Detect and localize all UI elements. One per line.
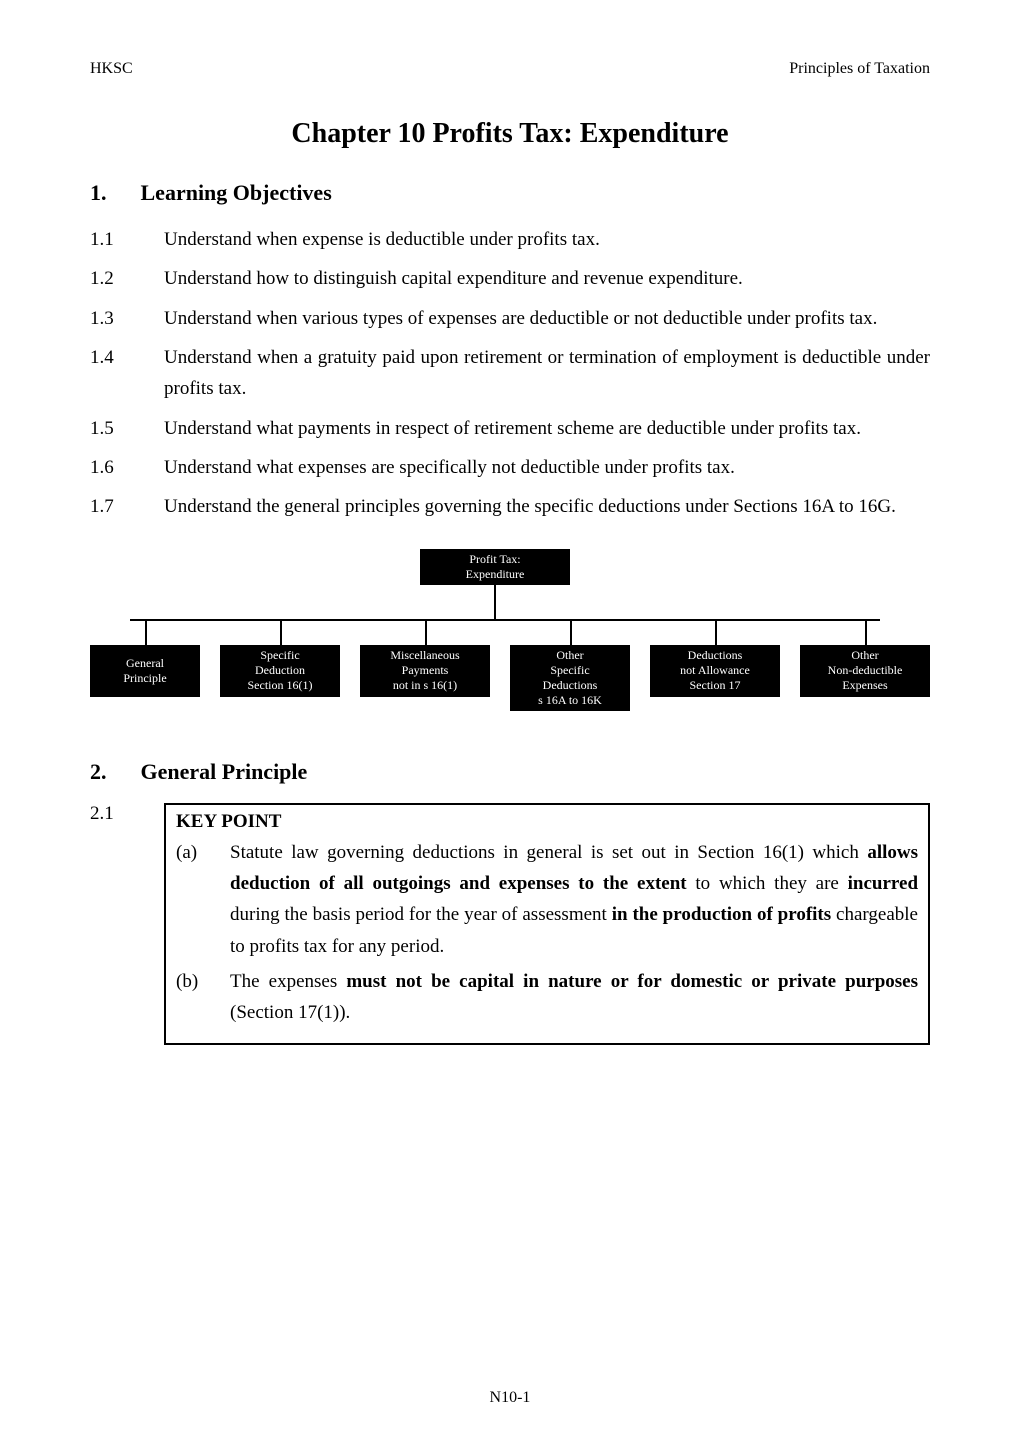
diagram-accent: [262, 616, 298, 619]
keypoint-items: (a) Statute law governing deductions in g…: [176, 837, 918, 1029]
diagram-leaf-general: GeneralPrinciple: [90, 645, 200, 697]
list-num: 1.3: [90, 303, 130, 334]
keypoint-item-label: (a): [176, 837, 206, 962]
list-item: 1.6 Understand what expenses are specifi…: [90, 452, 930, 483]
list-item: 1.7 Understand the general principles go…: [90, 491, 930, 522]
diagram-connector: [494, 585, 496, 619]
list-text: Understand when a gratuity paid upon ret…: [164, 342, 930, 405]
keypoint-text-span: The expenses: [230, 971, 346, 992]
list-text: Understand what expenses are specificall…: [164, 452, 930, 483]
section-2-num: 2.: [90, 759, 107, 785]
list-item: 1.1 Understand when expense is deductibl…: [90, 224, 930, 255]
section-1-heading: 1. Learning Objectives: [90, 180, 930, 206]
keypoint-row: 2.1 KEY POINT (a) Statute law governing d…: [90, 803, 930, 1045]
header-left: HKSC: [90, 60, 133, 78]
section-2-title: General Principle: [141, 759, 308, 785]
list-text: Understand when various types of expense…: [164, 303, 930, 334]
diagram-leaf-misc: MiscellaneousPaymentsnot in s 16(1): [360, 645, 490, 697]
diagram-leaf-ded: Deductionsnot AllowanceSection 17: [650, 645, 780, 697]
keypoint-heading: KEY POINT: [176, 811, 918, 833]
list-item: 1.5 Understand what payments in respect …: [90, 413, 930, 444]
list-item: 1.3 Understand when various types of exp…: [90, 303, 930, 334]
keypoint-item: (b) The expenses must not be capital in n…: [176, 966, 918, 1029]
section-1-title: Learning Objectives: [141, 180, 332, 206]
diagram-connector: [715, 619, 717, 645]
keypoint-text-span: Statute law governing deductions in gene…: [230, 842, 867, 863]
diagram-connector: [145, 619, 147, 645]
chapter-title: Chapter 10 Profits Tax: Expenditure: [90, 118, 930, 150]
page-footer: N10-1: [0, 1389, 1020, 1407]
list-text: Understand the general principles govern…: [164, 491, 930, 522]
concept-diagram: Profit Tax:Expenditure GeneralPrinciple Sp…: [90, 549, 930, 729]
diagram-root-box: Profit Tax:Expenditure: [420, 549, 570, 585]
list-item: 1.2 Understand how to distinguish capita…: [90, 263, 930, 294]
diagram-accent: [407, 616, 443, 619]
diagram-accent: [847, 616, 883, 619]
list-text: Understand what payments in respect of r…: [164, 413, 930, 444]
section-1-num: 1.: [90, 180, 107, 206]
keypoint-box: KEY POINT (a) Statute law governing deduc…: [164, 803, 930, 1045]
list-num: 1.5: [90, 413, 130, 444]
keypoint-row-num: 2.1: [90, 803, 130, 1045]
keypoint-text-span: during the basis period for the year of …: [230, 904, 612, 925]
diagram-accent: [127, 616, 163, 619]
diagram-accent: [697, 616, 733, 619]
keypoint-text-span: to which they are: [687, 873, 848, 894]
diagram-leaf-specific: SpecificDeductionSection 16(1): [220, 645, 340, 697]
list-num: 1.7: [90, 491, 130, 522]
keypoint-item-label: (b): [176, 966, 206, 1029]
objectives-list: 1.1 Understand when expense is deductibl…: [90, 224, 930, 523]
diagram-connector: [280, 619, 282, 645]
keypoint-item-text: Statute law governing deductions in gene…: [230, 837, 918, 962]
diagram-leaf-other: OtherSpecificDeductionss 16A to 16K: [510, 645, 630, 711]
diagram-connector: [425, 619, 427, 645]
diagram-connector: [865, 619, 867, 645]
keypoint-item-text: The expenses must not be capital in natu…: [230, 966, 918, 1029]
keypoint-cell: KEY POINT (a) Statute law governing deduc…: [164, 803, 930, 1045]
page-header: HKSC Principles of Taxation: [90, 60, 930, 78]
list-item: 1.4 Understand when a gratuity paid upon…: [90, 342, 930, 405]
header-right: Principles of Taxation: [789, 60, 930, 78]
list-text: Understand when expense is deductible un…: [164, 224, 930, 255]
section-2-heading: 2. General Principle: [90, 759, 930, 785]
keypoint-bold-span: incurred: [848, 873, 918, 894]
keypoint-text-span: (Section 17(1)).: [230, 1002, 350, 1023]
page: HKSC Principles of Taxation Chapter 10 P…: [0, 0, 1020, 1443]
list-text: Understand how to distinguish capital ex…: [164, 263, 930, 294]
keypoint-bold-span: in the production of profits: [612, 904, 831, 925]
keypoint-bold-span: must not be capital in nature or for dom…: [346, 971, 918, 992]
diagram-connector: [570, 619, 572, 645]
diagram-connector: [130, 619, 880, 621]
keypoint-item: (a) Statute law governing deductions in g…: [176, 837, 918, 962]
list-num: 1.6: [90, 452, 130, 483]
list-num: 1.2: [90, 263, 130, 294]
diagram-accent: [552, 616, 588, 619]
list-num: 1.4: [90, 342, 130, 373]
list-num: 1.1: [90, 224, 130, 255]
diagram-leaf-nond: OtherNon-deductibleExpenses: [800, 645, 930, 697]
